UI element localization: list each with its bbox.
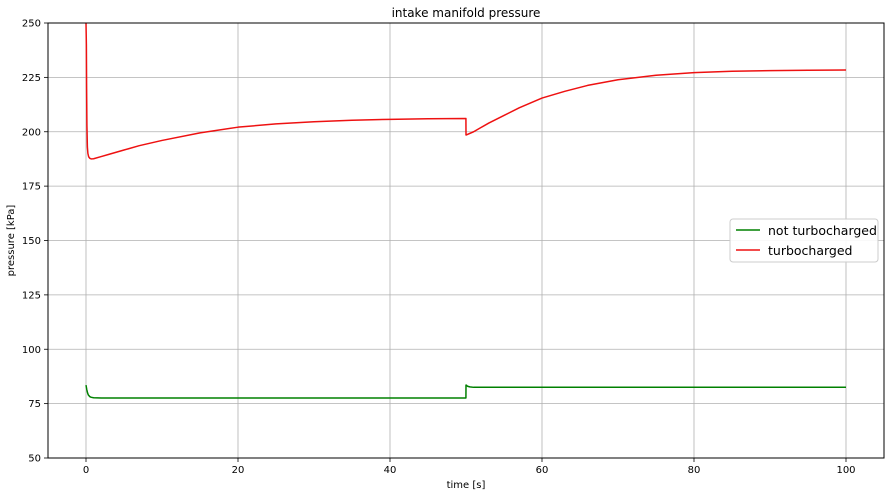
x-tick-label: 60 — [536, 465, 549, 476]
y-tick-label: 75 — [28, 399, 41, 410]
y-axis-label: pressure [kPa] — [6, 205, 17, 277]
series-line-turbocharged — [85, 23, 847, 160]
series-lines — [85, 23, 847, 399]
x-tick-label: 20 — [232, 465, 245, 476]
chart-title: intake manifold pressure — [392, 6, 541, 20]
y-tick-label: 150 — [22, 236, 41, 247]
x-tick-label: 80 — [688, 465, 701, 476]
x-axis-label: time [s] — [447, 480, 486, 491]
legend-label-turbocharged: turbocharged — [768, 243, 852, 258]
y-tick-label: 175 — [22, 182, 41, 193]
legend-box — [729, 218, 879, 263]
y-tick-label: 200 — [22, 127, 41, 138]
series-line-not-turbocharged — [85, 384, 846, 399]
y-tick-label: 250 — [22, 19, 41, 30]
y-tick-label: 50 — [28, 454, 41, 465]
axis-ticks: 0 20 40 60 80 100 50 75 100 125 150 175 200 225 250 — [22, 19, 856, 477]
x-tick-label: 0 — [83, 465, 89, 476]
legend-label-not-turbocharged: not turbocharged — [768, 223, 877, 238]
x-tick-label: 100 — [836, 465, 855, 476]
legend: not turbocharged turbocharged — [729, 218, 879, 263]
y-tick-label: 100 — [22, 345, 41, 356]
y-tick-label: 125 — [22, 290, 41, 301]
y-tick-label: 225 — [22, 73, 41, 84]
x-tick-label: 40 — [384, 465, 397, 476]
